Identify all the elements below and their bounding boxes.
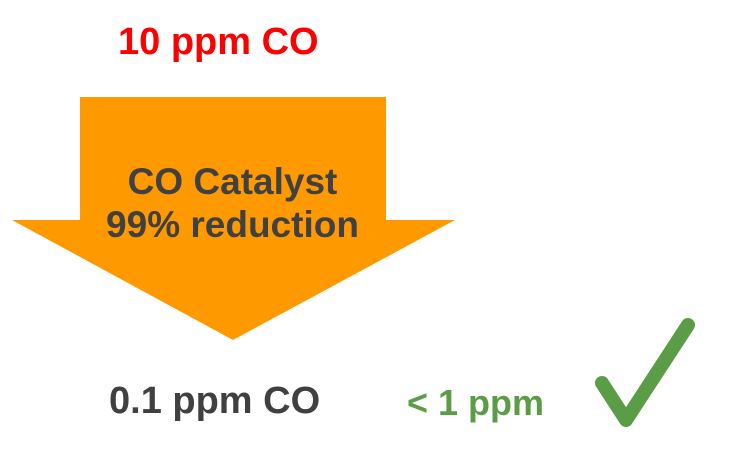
limit-label: < 1 ppm — [407, 382, 545, 423]
catalyst-name: CO Catalyst — [127, 161, 338, 202]
input-concentration-label: 10 ppm CO — [118, 21, 319, 63]
output-concentration-label: 0.1 ppm CO — [109, 380, 321, 422]
down-arrow-shape — [12, 97, 455, 340]
catalyst-description: CO Catalyst 99% reduction — [40, 160, 425, 246]
checkmark-icon — [595, 318, 695, 427]
catalyst-reduction: 99% reduction — [106, 204, 359, 245]
